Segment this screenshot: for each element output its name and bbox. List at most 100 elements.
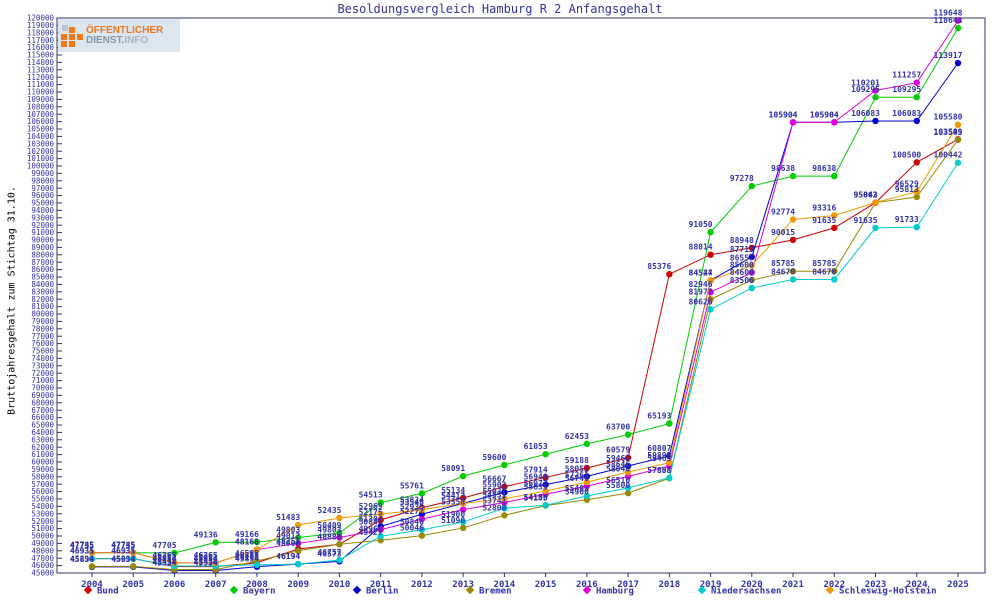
y-tick-label: 89000 (31, 243, 54, 252)
point-label-niedersachsen: 55403 (565, 484, 589, 493)
data-point-niedersachsen (130, 555, 137, 562)
series-line-niedersachsen (92, 162, 959, 567)
point-label-hamburg: 59463 (647, 454, 671, 463)
x-tick-label: 2006 (164, 580, 186, 590)
data-point-schleswig-holstein (954, 121, 962, 128)
point-label-bayern: 62453 (565, 432, 589, 441)
legend-marker-bremen (465, 585, 475, 595)
y-tick-label: 96000 (31, 191, 54, 200)
point-label-schleswig-holstein: 55031 (482, 487, 506, 496)
data-point-niedersachsen (624, 484, 632, 492)
logo-line2-info: INFO (124, 34, 149, 46)
point-label-hamburg: 85600 (730, 261, 754, 270)
data-point-bremen (130, 563, 137, 570)
data-point-schleswig-holstein (130, 549, 137, 556)
point-label-bund: 53824 (400, 496, 424, 505)
point-label-bayern: 91050 (689, 220, 713, 229)
y-axis-title: Bruttojahresgehalt zum Stichtag 31.10. (6, 186, 18, 415)
point-label-bremen: 48000 (276, 539, 300, 548)
point-label-niedersachsen: 46194 (276, 552, 300, 561)
y-tick-label: 56000 (31, 487, 54, 496)
data-point-niedersachsen (459, 518, 467, 526)
y-tick-label: 119000 (27, 21, 55, 30)
y-tick-label: 45000 (31, 569, 54, 578)
y-tick-label: 105000 (27, 125, 55, 134)
data-point-hamburg (872, 87, 879, 94)
point-label-niedersachsen: 84670 (771, 267, 795, 276)
x-tick-label: 2009 (287, 580, 309, 590)
y-tick-label: 83000 (31, 287, 54, 296)
data-point-bremen (748, 276, 756, 284)
point-label-niedersachsen: 80626 (689, 297, 713, 306)
data-point-niedersachsen (88, 555, 96, 562)
point-label-bund: 48251 (276, 537, 300, 546)
y-axis: 4500046000470004800049000500005100052000… (27, 14, 62, 578)
data-point-niedersachsen (501, 505, 508, 512)
point-label-niedersachsen: 50846 (400, 518, 424, 527)
point-label-bremen: 52800 (482, 503, 506, 512)
point-label-hamburg: 50846 (359, 518, 383, 527)
point-label-bayern: 49803 (276, 525, 300, 534)
data-point-schleswig-holstein (789, 216, 797, 223)
point-label-berlin: 106083 (851, 109, 880, 118)
data-point-niedersachsen (294, 560, 302, 568)
point-label-hamburg: 48168 (235, 538, 259, 547)
point-label-bayern: 54513 (359, 491, 383, 500)
point-label-hamburg: 111257 (892, 71, 921, 80)
data-point-schleswig-holstein (418, 506, 426, 513)
series-line-bund (92, 138, 959, 568)
point-label-bayern: 50409 (317, 521, 341, 530)
data-point-bremen (913, 193, 920, 201)
point-label-hamburg: 56740 (565, 474, 589, 483)
logo-squares-icon (61, 24, 83, 47)
data-point-bayern (418, 490, 426, 497)
data-point-bremen (336, 541, 343, 548)
y-tick-label: 77000 (31, 332, 54, 341)
data-point-bayern (542, 451, 549, 458)
x-tick-label: 2004 (81, 580, 103, 590)
y-tick-label: 112000 (27, 73, 55, 82)
data-point-hamburg (789, 119, 797, 126)
data-point-schleswig-holstein (171, 559, 178, 567)
y-tick-label: 79000 (31, 317, 54, 326)
point-label-bremen: 46599 (235, 549, 259, 558)
data-point-schleswig-holstein (542, 487, 549, 495)
point-label-schleswig-holstein: 57261 (565, 470, 589, 479)
y-tick-label: 75000 (31, 347, 54, 356)
point-label-bund: 95043 (853, 191, 877, 200)
point-label-niedersachsen: 46931 (70, 547, 94, 556)
chart-title: Besoldungsvergleich Hamburg R 2 Anfangsg… (337, 2, 663, 16)
point-label-bund: 45854 (194, 555, 218, 564)
point-label-bund: 91635 (812, 216, 836, 225)
point-label-berlin: 45854 (235, 555, 259, 564)
data-point-hamburg (707, 288, 714, 296)
point-label-berlin: 58052 (565, 464, 589, 473)
series-niedersachsen (88, 159, 962, 570)
point-label-schleswig-holstein: 52435 (317, 506, 341, 515)
point-label-berlin: 105904 (769, 110, 798, 119)
data-point-bund (748, 244, 756, 251)
point-label-hamburg: 49012 (276, 531, 300, 540)
y-tick-label: 48000 (31, 546, 54, 555)
point-label-hamburg: 110201 (851, 79, 880, 88)
y-tick-label: 93000 (31, 213, 54, 222)
point-label-schleswig-holstein: 84544 (689, 268, 713, 277)
y-tick-label: 54000 (31, 502, 54, 511)
data-point-bayern (212, 539, 219, 546)
x-tick-label: 2010 (329, 580, 351, 590)
point-label-schleswig-holstein: 96529 (895, 180, 919, 189)
point-label-bayern: 47735 (70, 541, 94, 550)
y-tick-label: 63000 (31, 435, 54, 444)
y-tick-label: 88000 (31, 250, 54, 259)
y-tick-label: 97000 (31, 184, 54, 193)
data-point-schleswig-holstein (294, 521, 302, 529)
point-label-bund: 46385 (235, 551, 259, 560)
x-tick-label: 2008 (246, 580, 268, 590)
point-label-bremen: 45454 (194, 558, 218, 567)
point-label-bund: 46935 (111, 547, 135, 556)
point-label-bund: 57914 (524, 465, 548, 474)
point-label-bund: 46935 (70, 547, 94, 556)
data-point-bayern (666, 420, 673, 427)
